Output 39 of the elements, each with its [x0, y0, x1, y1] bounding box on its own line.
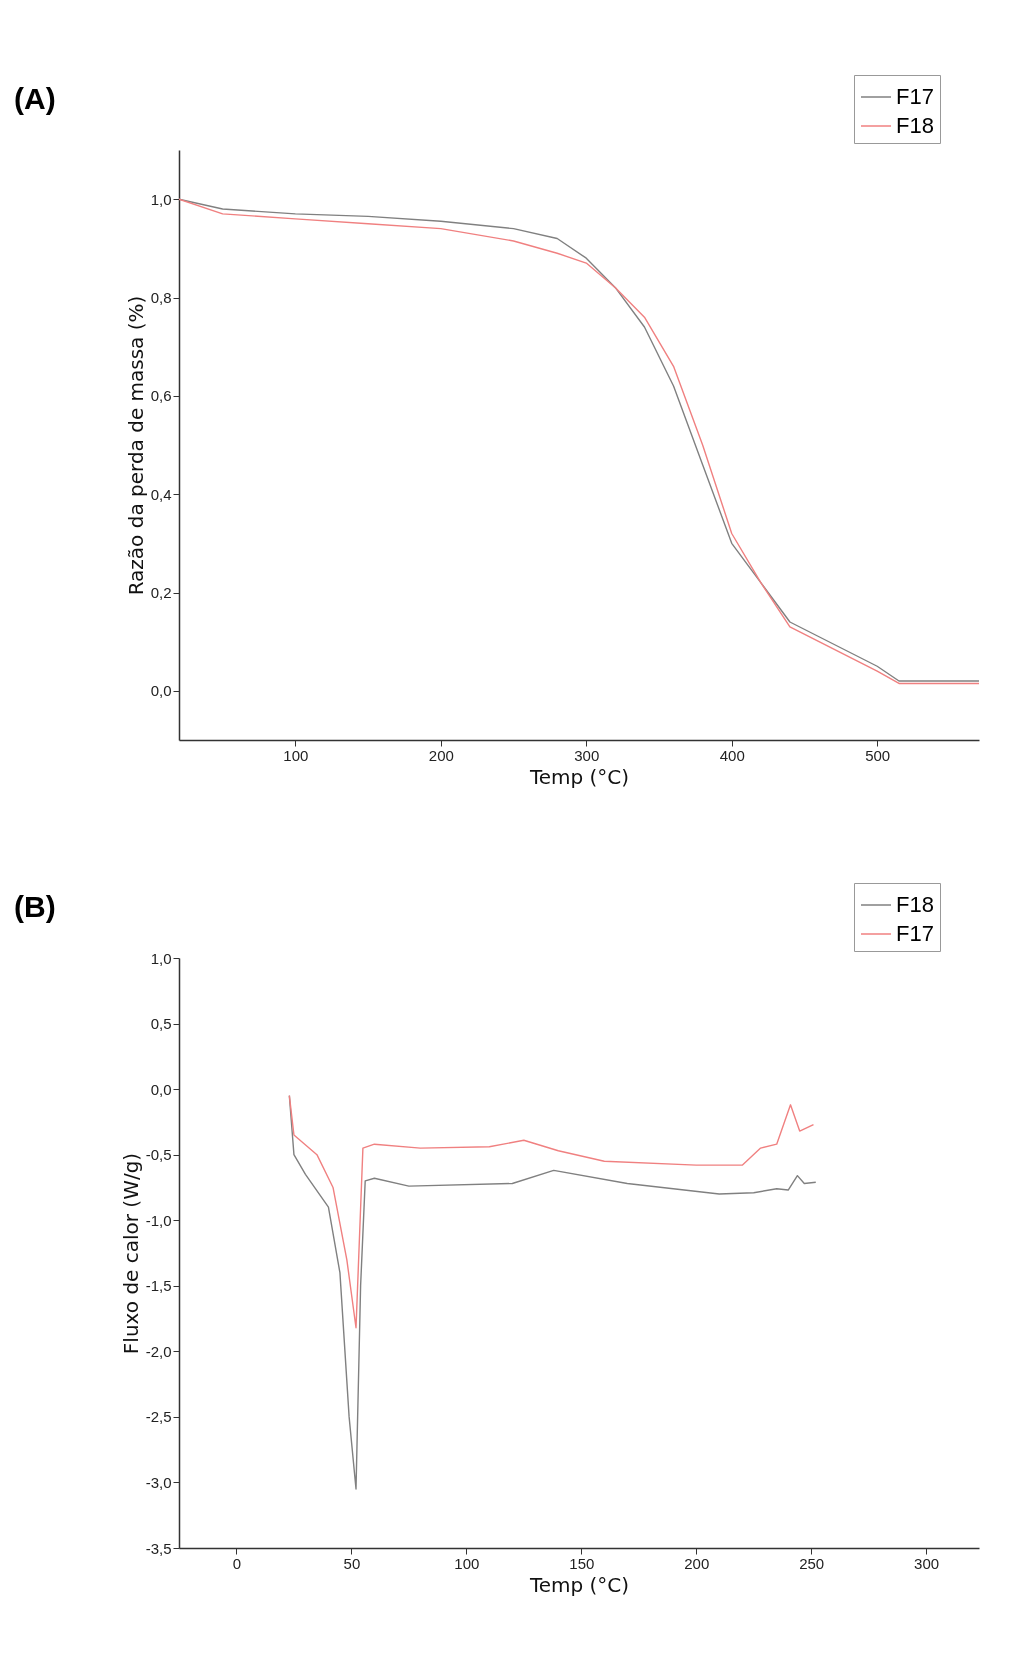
- y-tick-label: 0,5: [150, 1015, 172, 1033]
- y-tick-label: -1,5: [145, 1277, 172, 1295]
- y-tick-label: -3,5: [145, 1539, 172, 1557]
- y-tick-label: -2,0: [145, 1342, 172, 1360]
- x-axis-title: Temp (°C): [528, 764, 630, 789]
- y-tick-label: 1,0: [150, 949, 172, 967]
- x-tick-label: 100: [454, 1554, 480, 1572]
- x-tick-label: 150: [569, 1554, 595, 1572]
- y-tick-label: 0,0: [150, 1080, 172, 1098]
- y-tick-label: 0,2: [150, 584, 172, 601]
- y-tick-label: -0,5: [145, 1146, 172, 1164]
- y-tick-label: -3,0: [145, 1473, 172, 1491]
- x-tick-label: 0: [232, 1554, 242, 1572]
- chart-title: (B): [14, 889, 56, 923]
- x-tick-label: 200: [428, 746, 454, 764]
- x-tick-label: 300: [914, 1554, 940, 1572]
- legend-label: F17: [896, 84, 934, 109]
- x-axis-title: Temp (°C): [528, 1572, 630, 1597]
- y-tick-label: 0,0: [150, 682, 172, 700]
- line-series: [288, 1094, 815, 1329]
- y-axis-title: Razão da perda de massa (%): [123, 295, 148, 596]
- x-tick-label: 400: [719, 746, 745, 764]
- legend-label: F17: [896, 921, 934, 946]
- chart-title: (A): [14, 81, 56, 115]
- x-tick-label: 50: [343, 1554, 361, 1572]
- y-tick-label: -1,0: [145, 1211, 172, 1229]
- y-tick-label: -2,5: [145, 1408, 172, 1426]
- x-tick-label: 500: [865, 746, 891, 764]
- x-tick-label: 250: [799, 1554, 825, 1572]
- x-tick-label: 200: [684, 1554, 710, 1572]
- y-tick-label: 0,6: [150, 387, 172, 405]
- x-tick-label: 100: [283, 746, 309, 764]
- x-tick-label: 300: [574, 746, 600, 764]
- y-tick-label: 1,0: [150, 190, 172, 208]
- legend-label: F18: [896, 113, 934, 138]
- legend-label: F18: [896, 892, 934, 917]
- y-tick-label: 0,4: [150, 485, 172, 503]
- y-tick-label: 0,8: [150, 289, 172, 306]
- y-axis-title: Fluxo de calor (W/g): [118, 1152, 143, 1355]
